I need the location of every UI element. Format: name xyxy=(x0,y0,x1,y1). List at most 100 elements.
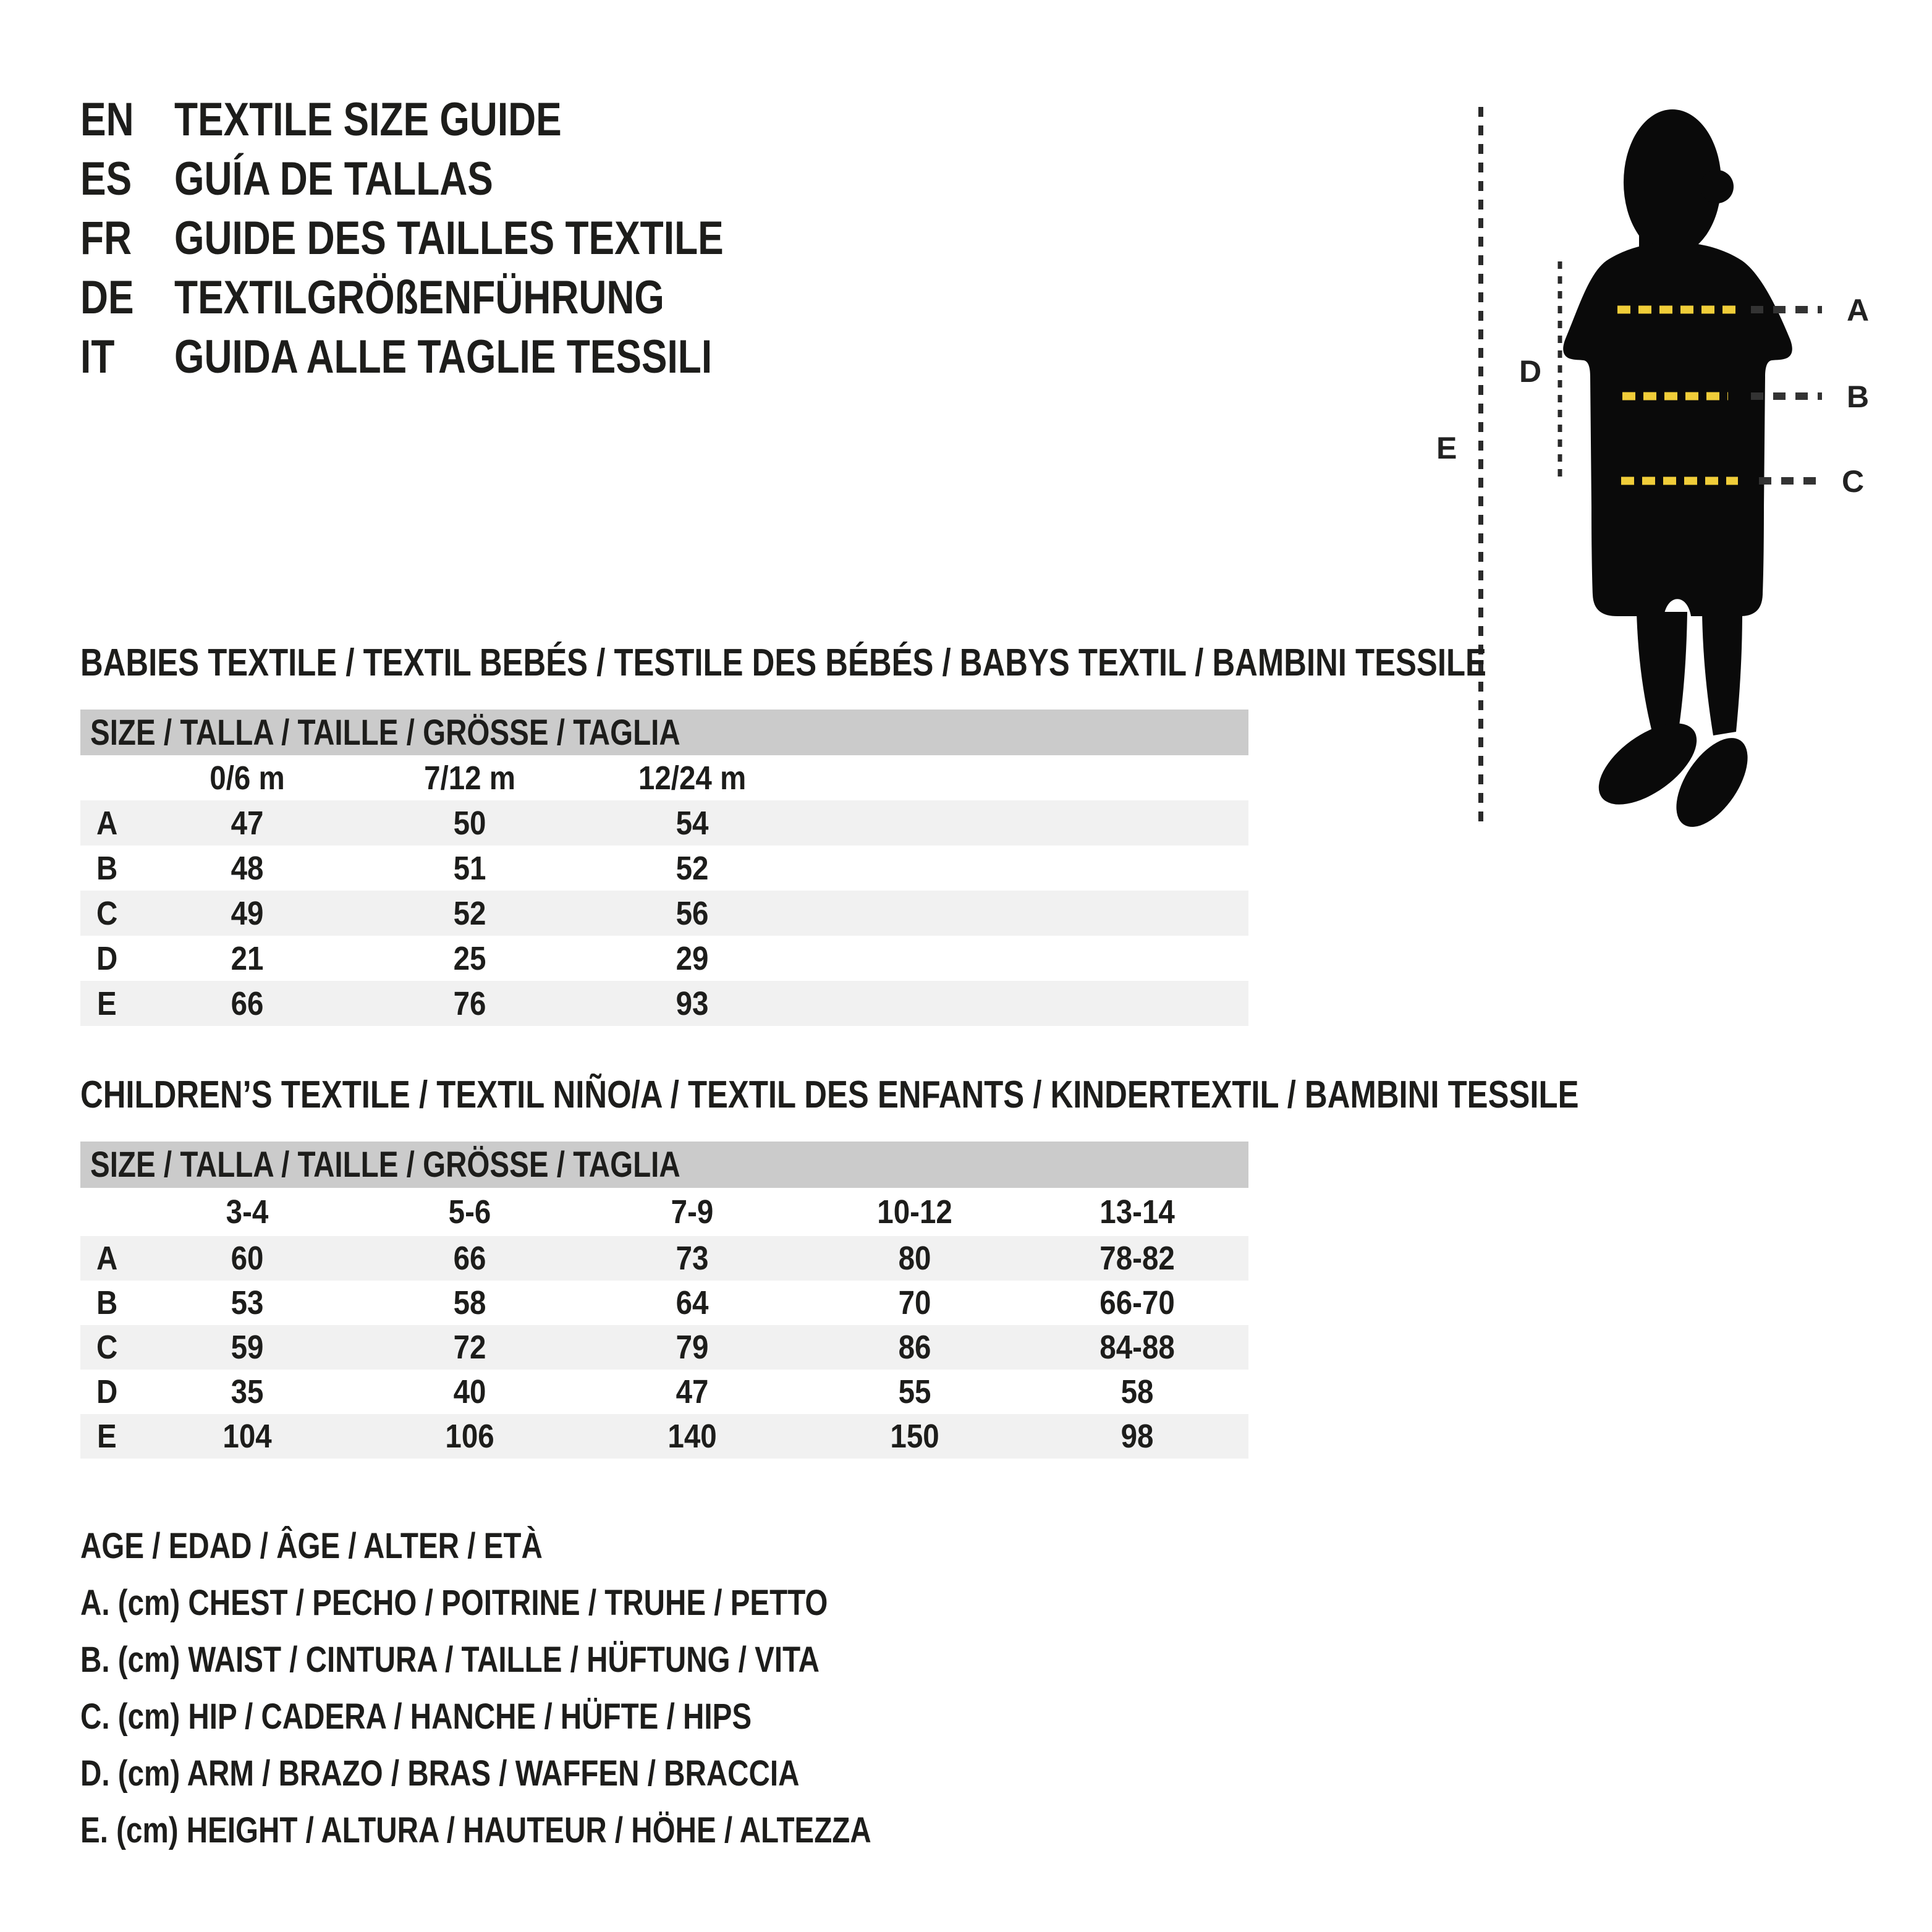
size-value: 66-70 xyxy=(1099,1284,1175,1321)
babies-size-header-bar: SIZE / TALLA / TAILLE / GRÖSSE / TAGLIA xyxy=(80,710,1248,755)
table-row-e: E 66 76 93 xyxy=(80,981,1248,1026)
language-code: IT xyxy=(80,331,115,383)
size-value: 53 xyxy=(231,1284,264,1321)
column-header: 12/24 m xyxy=(638,759,747,797)
row-label: D xyxy=(96,1373,117,1410)
silhouette-torso xyxy=(1563,242,1792,616)
language-code: EN xyxy=(80,93,134,146)
size-value: 80 xyxy=(898,1240,931,1277)
row-label: B xyxy=(96,849,117,887)
size-value: 48 xyxy=(231,849,264,887)
column-header: 13-14 xyxy=(1099,1193,1175,1231)
size-value: 29 xyxy=(676,939,709,977)
row-label: B xyxy=(96,1284,117,1321)
legend-line-1: A. (cm) CHEST / PECHO / POITRINE / TRUHE… xyxy=(80,1574,1045,1631)
legend-text: C. (cm) HIP / CADERA / HANCHE / HÜFTE / … xyxy=(80,1696,752,1737)
children-size-header-text: SIZE / TALLA / TAILLE / GRÖSSE / TAGLIA xyxy=(90,1145,680,1185)
table-row-a: A 60 66 73 80 78-82 xyxy=(80,1236,1248,1281)
size-value: 50 xyxy=(453,804,486,842)
size-value: 47 xyxy=(231,804,264,842)
language-row-es: ES GUÍA DE TALLAS xyxy=(80,150,844,209)
column-header: 10-12 xyxy=(877,1193,952,1231)
row-label: C xyxy=(96,894,117,932)
size-value: 104 xyxy=(222,1418,272,1455)
size-value: 86 xyxy=(898,1329,931,1366)
table-row-a: A 47 50 54 xyxy=(80,800,1248,845)
size-value: 52 xyxy=(453,894,486,932)
size-value: 98 xyxy=(1121,1418,1154,1455)
size-value: 150 xyxy=(890,1418,939,1455)
babies-table-grid: 0/6 m 7/12 m 12/24 m A 47 50 54 B 48 51 52 C 49 52 56 D… xyxy=(80,755,1248,1026)
row-label: C xyxy=(96,1329,117,1366)
language-row-de: DE TEXTILGRÖßENFÜHRUNG xyxy=(80,268,844,328)
table-row-e: E 104 106 140 150 98 xyxy=(80,1414,1248,1459)
size-value: 78-82 xyxy=(1099,1240,1175,1277)
silhouette-right-leg xyxy=(1702,612,1742,735)
column-header: 5-6 xyxy=(448,1193,491,1231)
filler-cell xyxy=(803,891,1248,936)
babies-section-title: BABIES TEXTILE / TEXTIL BEBÉS / TESTILE … xyxy=(80,644,1795,682)
babies-size-header-text: SIZE / TALLA / TAILLE / GRÖSSE / TAGLIA xyxy=(90,712,680,753)
language-row-fr: FR GUIDE DES TAILLES TEXTILE xyxy=(80,209,844,268)
legend-text: A. (cm) CHEST / PECHO / POITRINE / TRUHE… xyxy=(80,1582,828,1623)
children-section-title-text: CHILDREN’S TEXTILE / TEXTIL NIÑO/A / TEX… xyxy=(80,1074,1579,1116)
table-columns-row: 3-4 5-6 7-9 10-12 13-14 xyxy=(80,1188,1248,1236)
children-size-table: SIZE / TALLA / TAILLE / GRÖSSE / TAGLIA … xyxy=(80,1142,1248,1459)
column-header: 0/6 m xyxy=(210,759,285,797)
table-row-d: D 35 40 47 55 58 xyxy=(80,1370,1248,1414)
figure-label-a: A xyxy=(1847,293,1869,328)
table-row-d: D 21 25 29 xyxy=(80,936,1248,981)
filler-cell xyxy=(803,800,1248,845)
table-row-b: B 48 51 52 xyxy=(80,845,1248,891)
column-header: 3-4 xyxy=(226,1193,269,1231)
size-value: 25 xyxy=(453,939,486,977)
size-value: 35 xyxy=(231,1373,264,1410)
figure-label-c: C xyxy=(1842,464,1864,499)
language-title: TEXTILGRÖßENFÜHRUNG xyxy=(174,271,664,324)
size-value: 140 xyxy=(667,1418,717,1455)
children-table-grid: 3-4 5-6 7-9 10-12 13-14 A 60 66 73 80 78-82 B 53 58 64… xyxy=(80,1188,1248,1459)
table-row-c: C 59 72 79 86 84-88 xyxy=(80,1325,1248,1370)
language-row-it: IT GUIDA ALLE TAGLIE TESSILI xyxy=(80,328,844,387)
filler-cell xyxy=(803,845,1248,891)
language-title: GUÍA DE TALLAS xyxy=(174,153,493,205)
size-value: 76 xyxy=(453,985,486,1022)
babies-section-title-text: BABIES TEXTILE / TEXTIL BEBÉS / TESTILE … xyxy=(80,642,1486,684)
language-code: ES xyxy=(80,153,132,205)
size-value: 55 xyxy=(898,1373,931,1410)
size-value: 54 xyxy=(676,804,709,842)
measurement-figure: A B C D E xyxy=(1436,107,1869,830)
legend-text: B. (cm) WAIST / CINTURA / TAILLE / HÜFTU… xyxy=(80,1639,820,1680)
row-label: E xyxy=(96,1418,117,1455)
legend-line-3: C. (cm) HIP / CADERA / HANCHE / HÜFTE / … xyxy=(80,1688,1045,1745)
language-code: DE xyxy=(80,271,134,324)
table-corner-cell xyxy=(80,755,136,800)
size-value: 58 xyxy=(1121,1373,1154,1410)
silhouette-right-shoe xyxy=(1676,738,1748,827)
language-header: EN TEXTILE SIZE GUIDE ES GUÍA DE TALLAS FR GU… xyxy=(80,90,844,387)
silhouette-left-leg xyxy=(1637,612,1687,729)
size-value: 58 xyxy=(453,1284,486,1321)
silhouette-left-shoe xyxy=(1598,723,1697,805)
language-row-en: EN TEXTILE SIZE GUIDE xyxy=(80,90,844,150)
row-label: A xyxy=(96,1240,117,1277)
row-label: E xyxy=(96,985,117,1022)
filler-cell xyxy=(803,981,1248,1026)
filler-cell xyxy=(803,936,1248,981)
language-code: FR xyxy=(80,212,132,265)
size-value: 49 xyxy=(231,894,264,932)
size-value: 51 xyxy=(453,849,486,887)
table-corner-cell xyxy=(80,1188,136,1236)
legend-text: D. (cm) ARM / BRAZO / BRAS / WAFFEN / BR… xyxy=(80,1753,800,1794)
size-value: 73 xyxy=(676,1240,709,1277)
column-header: 7-9 xyxy=(671,1193,714,1231)
legend-line-0: AGE / EDAD / ÂGE / ALTER / ETÀ xyxy=(80,1517,1045,1574)
size-value: 56 xyxy=(676,894,709,932)
size-value: 47 xyxy=(676,1373,709,1410)
measurement-legend: AGE / EDAD / ÂGE / ALTER / ETÀ A. (cm) CH… xyxy=(80,1517,1045,1858)
silhouette-hair xyxy=(1700,170,1734,203)
size-value: 84-88 xyxy=(1099,1329,1175,1366)
babies-size-table: SIZE / TALLA / TAILLE / GRÖSSE / TAGLIA … xyxy=(80,710,1248,1026)
figure-label-e: E xyxy=(1436,431,1457,465)
